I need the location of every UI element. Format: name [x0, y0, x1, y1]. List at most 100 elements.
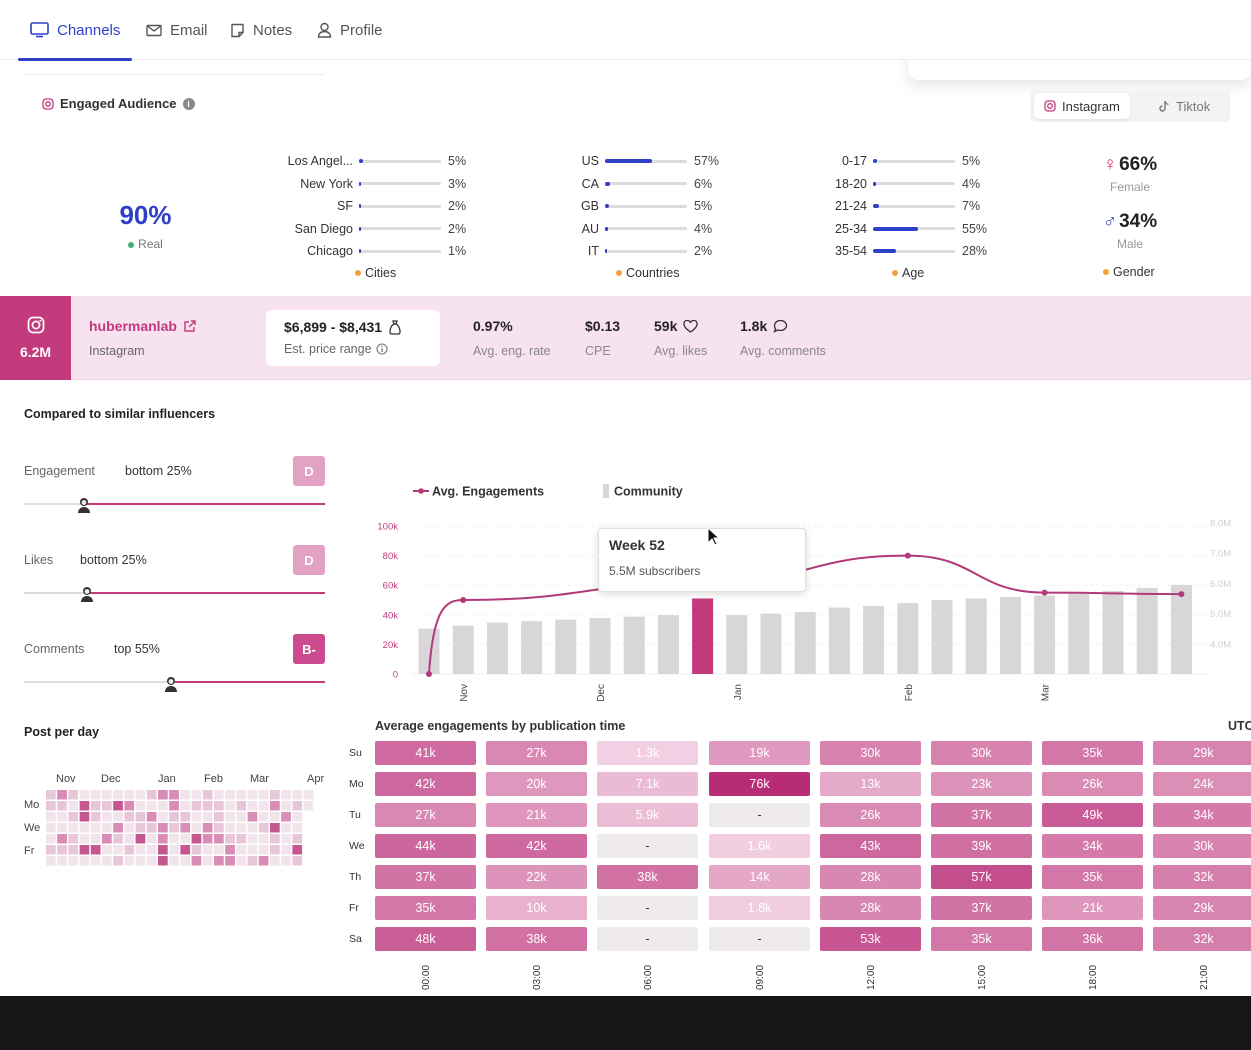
heatmap-cell[interactable]: 37k — [931, 803, 1032, 827]
heatmap-cell[interactable]: - — [709, 803, 810, 827]
heatmap-cell[interactable]: 35k — [375, 896, 476, 920]
heatmap-cell[interactable]: - — [709, 927, 810, 951]
heatmap-cell[interactable]: 48k — [375, 927, 476, 951]
stat-avg-likes-value: 59k — [654, 318, 678, 334]
heatmap-cell[interactable]: 34k — [1042, 834, 1143, 858]
heatmap-cell[interactable]: 32k — [1153, 865, 1251, 889]
avg-engagements-point — [1178, 591, 1185, 598]
heatmap-cell[interactable]: 37k — [931, 896, 1032, 920]
heatmap-cell[interactable]: 37k — [375, 865, 476, 889]
heatmap-cell[interactable]: 29k — [1153, 896, 1251, 920]
ppd-cell — [90, 856, 101, 866]
ppd-cell — [258, 801, 269, 811]
heatmap-cell[interactable]: 5.9k — [597, 803, 698, 827]
heatmap-cell[interactable]: 7.1k — [597, 772, 698, 796]
heatmap-cell[interactable]: 53k — [820, 927, 921, 951]
heatmap-cell[interactable]: 43k — [820, 834, 921, 858]
heatmap-cell[interactable]: 1.3k — [597, 741, 698, 765]
heatmap-cell[interactable]: 26k — [820, 803, 921, 827]
cities-bar-fill — [359, 159, 364, 163]
age-row: 21-24 7% — [800, 197, 980, 215]
countries-bar-track — [605, 181, 687, 186]
heatmap-cell[interactable]: 36k — [1042, 927, 1143, 951]
heatmap-cell[interactable]: 19k — [709, 741, 810, 765]
heatmap-cell[interactable]: 22k — [486, 865, 587, 889]
heatmap-cell[interactable]: 21k — [486, 803, 587, 827]
heatmap-cell[interactable]: 76k — [709, 772, 810, 796]
profile-handle-link[interactable]: hubermanlab — [89, 318, 196, 334]
heatmap-cell[interactable]: 14k — [709, 865, 810, 889]
age-bar-track — [873, 249, 955, 253]
info-icon[interactable]: i — [182, 97, 195, 110]
ppd-cell — [169, 790, 179, 800]
heatmap-cell[interactable]: 30k — [820, 741, 921, 765]
ppd-cell — [158, 812, 168, 822]
heatmap-cell[interactable]: 24k — [1153, 772, 1251, 796]
ppd-cell — [102, 823, 112, 833]
ppd-cell — [247, 834, 258, 844]
profile-handle: hubermanlab — [89, 318, 177, 334]
cities-row: New York 3% — [262, 175, 466, 193]
heatmap-cell[interactable]: 13k — [820, 772, 921, 796]
heatmap-cell[interactable]: 39k — [931, 834, 1032, 858]
y-right-tick-label: 7.0M — [1210, 549, 1231, 560]
ppd-cell — [225, 801, 235, 811]
ppd-cell — [292, 790, 303, 800]
heatmap-cell[interactable]: 21k — [1042, 896, 1143, 920]
tab-channels[interactable]: Channels — [17, 0, 133, 61]
heatmap-cell[interactable]: 44k — [375, 834, 476, 858]
heatmap-cell[interactable]: 23k — [931, 772, 1032, 796]
platform-tab-tiktok[interactable]: Tiktok — [1148, 93, 1220, 119]
heatmap-cell[interactable]: 35k — [1042, 865, 1143, 889]
heatmap-cell[interactable]: 38k — [597, 865, 698, 889]
heatmap-cell[interactable]: 28k — [820, 896, 921, 920]
heatmap-cell[interactable]: 57k — [931, 865, 1032, 889]
heatmap-cell[interactable]: 27k — [486, 741, 587, 765]
tab-email[interactable]: Email — [146, 0, 208, 60]
heatmap-cell[interactable]: - — [597, 896, 698, 920]
platform-tab-instagram[interactable]: Instagram — [1034, 93, 1130, 119]
heatmap-cell[interactable]: 42k — [486, 834, 587, 858]
heatmap-day-label: Fr — [349, 902, 359, 914]
instagram-icon — [42, 97, 54, 110]
heatmap-cell[interactable]: 26k — [1042, 772, 1143, 796]
tab-notes[interactable]: Notes — [230, 0, 292, 60]
heatmap-cell[interactable]: 32k — [1153, 927, 1251, 951]
ppd-cell — [180, 856, 191, 866]
heatmap-cell[interactable]: 28k — [820, 865, 921, 889]
heatmap-cell[interactable]: 35k — [1042, 741, 1143, 765]
heatmap-cell[interactable]: 1.6k — [709, 834, 810, 858]
ppd-cell — [57, 823, 67, 833]
heatmap-cell[interactable]: 42k — [375, 772, 476, 796]
heatmap-cell[interactable]: 38k — [486, 927, 587, 951]
heatmap-cell[interactable]: 30k — [931, 741, 1032, 765]
tab-profile[interactable]: Profile — [317, 0, 383, 60]
countries-label: US — [581, 154, 599, 168]
ppd-month-label: Jan — [158, 773, 176, 785]
heatmap-cell[interactable]: 34k — [1153, 803, 1251, 827]
heatmap-cell[interactable]: 20k — [486, 772, 587, 796]
info-icon[interactable] — [375, 343, 388, 355]
heatmap-day-label: Su — [349, 747, 362, 759]
ppd-cell — [214, 823, 224, 833]
ppd-day-label: We — [24, 822, 41, 834]
heatmap-cell[interactable]: - — [597, 927, 698, 951]
heart-icon — [683, 319, 699, 333]
heatmap-cell[interactable]: 41k — [375, 741, 476, 765]
mouse-cursor-icon — [707, 527, 720, 546]
ppd-cell — [169, 845, 179, 855]
ppd-cell — [79, 812, 90, 822]
heatmap-cell[interactable]: 49k — [1042, 803, 1143, 827]
stat-engagement-rate-label: Avg. eng. rate — [473, 344, 551, 358]
ppd-cell — [270, 823, 280, 833]
female-stat: ♀ 66% Female — [1090, 154, 1170, 194]
heatmap-cell[interactable]: 10k — [486, 896, 587, 920]
ppd-cell — [270, 812, 280, 822]
heatmap-cell[interactable]: 1.8k — [709, 896, 810, 920]
heatmap-cell[interactable]: - — [597, 834, 698, 858]
heatmap-cell[interactable]: 27k — [375, 803, 476, 827]
heatmap-time-label: 06:00 — [643, 962, 657, 992]
heatmap-cell[interactable]: 30k — [1153, 834, 1251, 858]
heatmap-cell[interactable]: 35k — [931, 927, 1032, 951]
heatmap-cell[interactable]: 29k — [1153, 741, 1251, 765]
